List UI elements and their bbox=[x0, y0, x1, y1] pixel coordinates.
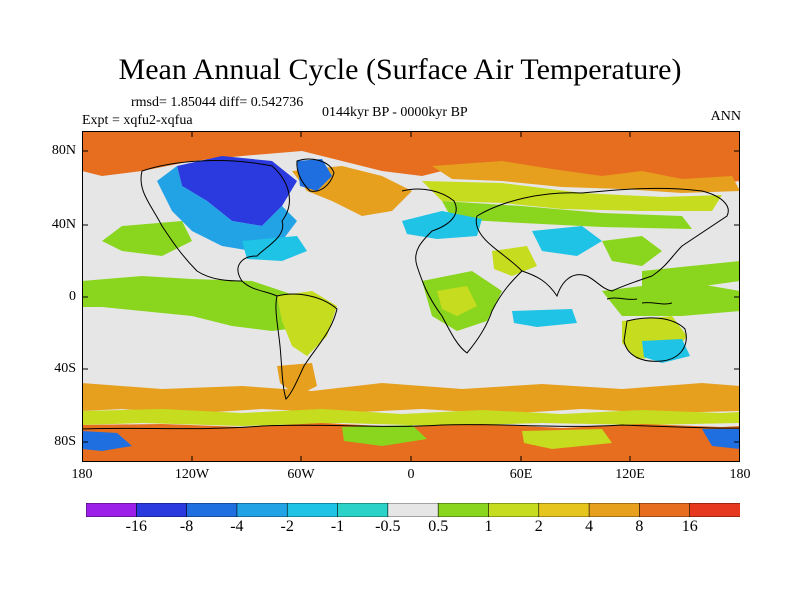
pacific-mild-band bbox=[102, 221, 192, 256]
coastlines bbox=[82, 158, 740, 430]
north-america-cold bbox=[177, 156, 297, 226]
colorbar-label: 8 bbox=[635, 518, 644, 535]
colorbar-swatch bbox=[488, 503, 540, 517]
lat-label-40n: 40N bbox=[51, 217, 76, 232]
lat-label-equator: 0 bbox=[69, 289, 76, 304]
colorbar-label: -2 bbox=[280, 518, 294, 535]
coast-europe-africa bbox=[401, 188, 523, 354]
coast-eurasia bbox=[476, 187, 729, 277]
coast-south-america bbox=[275, 293, 338, 400]
colorbar-swatch bbox=[286, 503, 339, 517]
maritime-mild-band bbox=[602, 281, 740, 316]
coast-antarctica bbox=[82, 424, 740, 430]
map-title: Mean Annual Cycle (Surface Air Temperatu… bbox=[118, 53, 682, 86]
lat-label-80n: 80N bbox=[51, 143, 76, 158]
colorbar-swatch bbox=[689, 503, 740, 517]
colorbar-label: -8 bbox=[179, 518, 194, 535]
map-ticks bbox=[82, 131, 740, 462]
arctic-hot-patch bbox=[432, 161, 740, 193]
colorbar-label: 0.5 bbox=[428, 518, 449, 535]
arctic-warm-band bbox=[82, 131, 740, 186]
north-pacific-mild-band bbox=[642, 261, 740, 289]
stats-text: rmsd= 1.85044 diff= 0.542736 bbox=[131, 95, 304, 110]
lon-label-120e: 120E bbox=[615, 467, 645, 482]
colorbar-label: 4 bbox=[585, 518, 594, 535]
patagonia-hot bbox=[277, 363, 317, 396]
colorbar-label: -16 bbox=[125, 518, 147, 535]
colorbar-label: 2 bbox=[534, 518, 543, 535]
colorbar-swatch bbox=[538, 503, 590, 517]
coast-indonesia bbox=[606, 297, 673, 305]
colorbar-swatch bbox=[437, 503, 490, 517]
coast-greenland bbox=[296, 158, 335, 192]
central-asia-cool-patch bbox=[532, 226, 602, 256]
africa-warm-patch bbox=[437, 286, 477, 316]
antarctic-mild-patch bbox=[342, 425, 427, 446]
period-label: 0144kyr BP - 0000kyr BP bbox=[322, 105, 468, 120]
coast-south-asia bbox=[521, 270, 653, 298]
antarctic-cold-patch bbox=[82, 431, 132, 451]
lat-label-80s: 80S bbox=[54, 434, 76, 449]
arabia-warm bbox=[492, 246, 537, 276]
lon-label-180-east: 180 bbox=[729, 467, 751, 482]
colorbar-swatch bbox=[86, 503, 138, 517]
coast-north-america bbox=[141, 160, 290, 297]
experiment-label: Expt = xqfu2-xqfua bbox=[82, 113, 193, 128]
coast-north-america-west bbox=[140, 170, 243, 282]
southern-ocean-hot-band bbox=[82, 383, 740, 414]
lat-label-40s: 40S bbox=[54, 361, 76, 376]
antarctic-cold-patch-east bbox=[702, 429, 740, 449]
lon-label-60w: 60W bbox=[287, 467, 315, 482]
europe-cool-patch bbox=[402, 211, 482, 239]
coast-australia bbox=[623, 317, 687, 362]
tropical-mild-band bbox=[82, 276, 312, 331]
southern-ocean-warm-band bbox=[82, 409, 740, 426]
colorbar-swatch bbox=[186, 503, 238, 517]
colorbar-label: -1 bbox=[330, 518, 345, 535]
lon-label-120w: 120W bbox=[174, 467, 210, 482]
colorbar-swatch bbox=[588, 503, 641, 517]
colorbar-label: -4 bbox=[230, 518, 244, 535]
siberia-warm-band bbox=[422, 181, 722, 211]
indian-ocean-cool bbox=[512, 309, 577, 327]
colorbar-label: 16 bbox=[681, 518, 698, 535]
colorbar-swatch bbox=[337, 503, 389, 517]
north-america-cool-ring bbox=[157, 166, 297, 251]
colorbar-label: 1 bbox=[484, 518, 493, 535]
greenland-cold bbox=[297, 159, 332, 191]
lon-label-60e: 60E bbox=[509, 467, 533, 482]
season-label: ANN bbox=[710, 109, 741, 124]
colorbar-label: -0.5 bbox=[375, 518, 401, 535]
colorbar-swatch bbox=[136, 503, 188, 517]
lon-label-0: 0 bbox=[407, 467, 415, 482]
colorbar-swatch bbox=[639, 503, 691, 517]
siberia-mild-band bbox=[442, 201, 692, 229]
antarctic-warm-patch bbox=[522, 429, 612, 449]
lon-label-180-west: 180 bbox=[71, 467, 93, 482]
east-asia-mild-patch bbox=[602, 236, 662, 266]
temperature-anomaly-map bbox=[82, 131, 740, 462]
colorbar bbox=[86, 503, 740, 517]
colorbar-swatch bbox=[236, 503, 289, 517]
australia-cool-patch bbox=[642, 339, 690, 363]
colorbar-swatch bbox=[387, 503, 439, 517]
